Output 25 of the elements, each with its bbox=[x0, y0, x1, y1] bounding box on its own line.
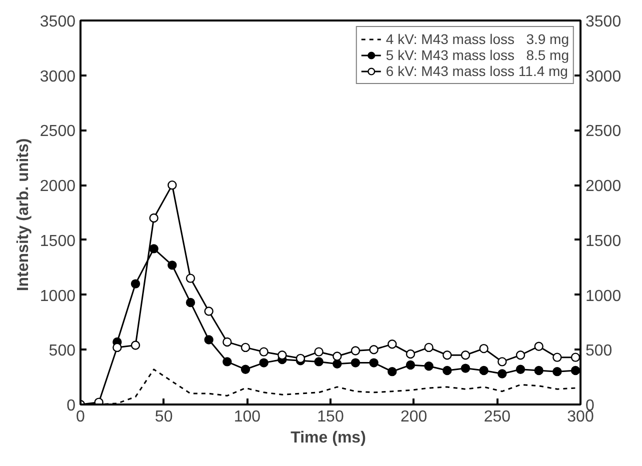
legend-label: 5 kV: M43 mass loss 8.5 mg bbox=[386, 47, 569, 63]
x-tick-label: 50 bbox=[154, 408, 173, 426]
x-tick-label: 150 bbox=[317, 408, 344, 426]
y2-tick-label: 3500 bbox=[586, 14, 622, 30]
y2-tick-label: 1500 bbox=[586, 232, 622, 250]
y2-tick-label: 3000 bbox=[586, 68, 622, 86]
y2-tick-label: 1000 bbox=[586, 288, 622, 305]
y-tick-label: 2000 bbox=[40, 178, 76, 196]
legend-label: 6 kV: M43 mass loss 11.4 mg bbox=[386, 63, 568, 79]
x-tick-label: 250 bbox=[484, 408, 511, 426]
y-tick-label: 3000 bbox=[40, 68, 76, 86]
legend-label: 4 kV: M43 mass loss 3.9 mg bbox=[386, 31, 569, 47]
y2-tick-label: 2500 bbox=[586, 123, 622, 140]
x-tick-label: 200 bbox=[400, 408, 428, 426]
y2-tick-label: 500 bbox=[586, 342, 612, 360]
y-tick-label: 1000 bbox=[40, 288, 76, 305]
x-tick-label: 100 bbox=[234, 408, 261, 426]
y-tick-label: 0 bbox=[66, 398, 76, 414]
y-axis-title: Intensity (arb. units) bbox=[14, 138, 32, 292]
x-axis-title: Time (ms) bbox=[290, 430, 366, 446]
y-tick-label: 2500 bbox=[40, 123, 76, 140]
y-tick-label: 3500 bbox=[40, 14, 76, 30]
y-tick-label: 500 bbox=[48, 342, 76, 360]
y2-tick-label: 2000 bbox=[586, 178, 622, 196]
y-tick-label: 1500 bbox=[40, 232, 76, 250]
